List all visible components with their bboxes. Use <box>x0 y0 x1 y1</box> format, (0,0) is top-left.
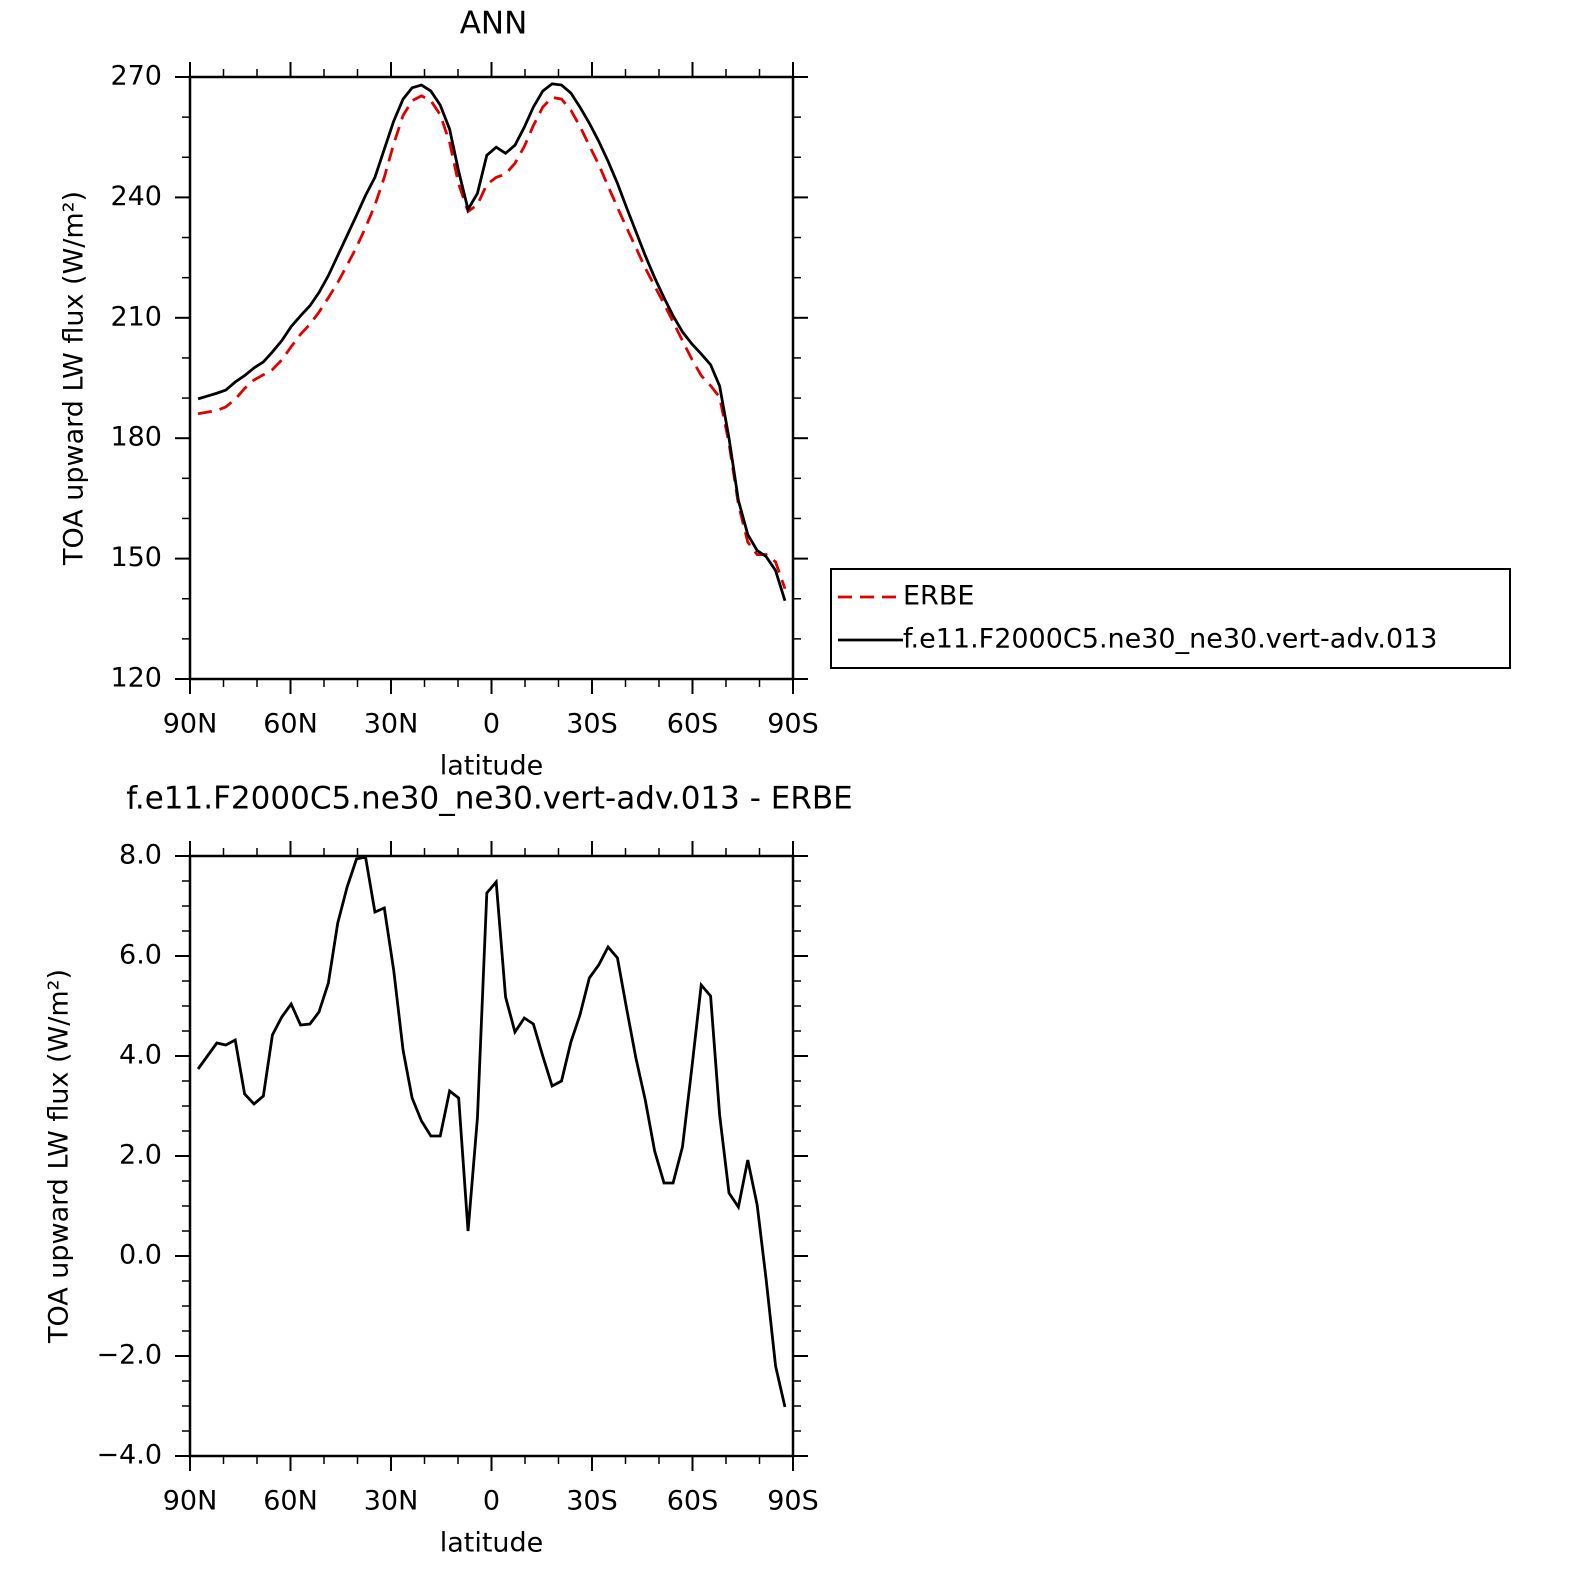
x-tick-label: 60S <box>667 709 719 740</box>
y-tick-label: 0.0 <box>119 1240 162 1271</box>
y-tick-label: 4.0 <box>119 1040 162 1071</box>
x-tick-label: 90N <box>163 1486 218 1517</box>
x-tick-label: 60S <box>667 1486 719 1517</box>
y-tick-label: 8.0 <box>119 840 162 871</box>
legend-label: f.e11.F2000C5.ne30_ne30.vert-adv.013 <box>903 624 1437 655</box>
x-tick-label: 90N <box>163 709 218 740</box>
x-tick-label: 0 <box>483 1486 500 1517</box>
y-tick-label: 2.0 <box>119 1140 162 1171</box>
x-tick-label: 90S <box>767 1486 819 1517</box>
x-tick-label: 60N <box>263 709 318 740</box>
x-tick-label: 30S <box>566 1486 618 1517</box>
x-tick-label: 90S <box>767 709 819 740</box>
legend-label: ERBE <box>903 581 974 612</box>
chart-title: ANN <box>460 6 528 42</box>
chart-title: f.e11.F2000C5.ne30_ne30.vert-adv.013 - E… <box>126 781 853 817</box>
data-line <box>196 855 787 1408</box>
y-tick-label: −2.0 <box>96 1340 162 1371</box>
y-tick-label: 270 <box>110 61 162 92</box>
x-tick-label: 60N <box>263 1486 318 1517</box>
y-tick-label: 150 <box>110 542 162 573</box>
x-tick-label: 0 <box>483 709 500 740</box>
y-tick-label: 240 <box>110 181 162 212</box>
data-line <box>197 82 787 602</box>
y-axis-label: TOA upward LW flux (W/m²) <box>59 191 90 566</box>
data-line <box>197 94 787 590</box>
x-axis-label: latitude <box>440 1528 544 1559</box>
y-tick-label: 180 <box>110 422 162 453</box>
x-tick-label: 30S <box>566 709 618 740</box>
x-tick-label: 30N <box>364 1486 419 1517</box>
legend-box <box>830 568 1511 669</box>
y-tick-label: 210 <box>110 301 162 332</box>
y-tick-label: −4.0 <box>96 1440 162 1471</box>
y-tick-label: 6.0 <box>119 940 162 971</box>
plot-frame <box>188 854 795 1458</box>
y-tick-label: 120 <box>110 663 162 694</box>
x-tick-label: 30N <box>364 709 419 740</box>
x-axis-label: latitude <box>440 751 544 782</box>
y-axis-label: TOA upward LW flux (W/m²) <box>44 969 75 1344</box>
